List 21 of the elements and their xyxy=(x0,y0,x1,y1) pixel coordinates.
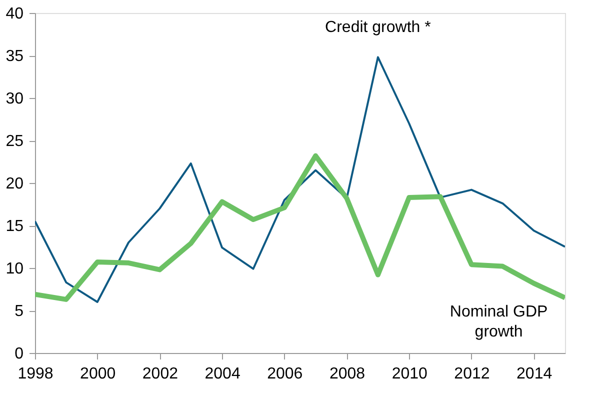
y-tick-label: 35 xyxy=(6,48,24,65)
x-tick-label: 2004 xyxy=(204,366,240,382)
line-series xyxy=(35,56,565,303)
series-label: Nominal GDP growth xyxy=(450,303,548,340)
x-tick-label: 2006 xyxy=(267,366,303,382)
y-tick-label: 15 xyxy=(6,218,24,235)
series-label: Credit growth * xyxy=(325,19,431,36)
y-tick-label: 40 xyxy=(6,6,24,22)
y-tick-label: 20 xyxy=(6,176,24,192)
x-tick-label: 2012 xyxy=(454,366,490,382)
y-tick-label: 10 xyxy=(6,260,24,278)
y-tick-label: 30 xyxy=(6,90,24,108)
x-tick-label: 2000 xyxy=(80,366,116,382)
y-tick-label: 5 xyxy=(14,303,24,320)
x-tick-label: 2008 xyxy=(329,366,366,382)
x-tick-label: 2010 xyxy=(392,366,428,382)
x-tick-label: 2002 xyxy=(142,366,178,382)
y-tick-label: 0 xyxy=(14,346,24,362)
y-tick-label: 25 xyxy=(6,133,24,150)
x-tick-label: 1998 xyxy=(18,366,54,382)
x-tick-label: 2014 xyxy=(516,366,552,382)
